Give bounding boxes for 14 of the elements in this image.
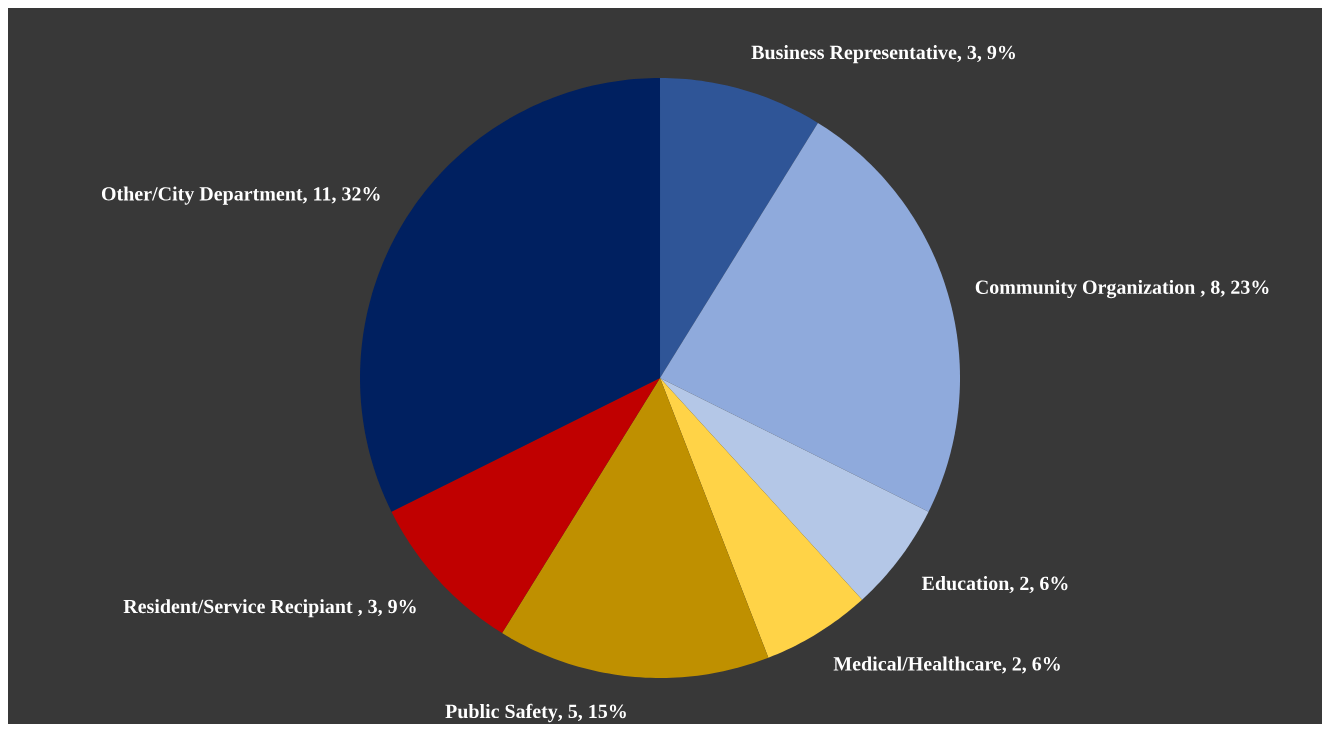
data-label: , 3, 9%	[957, 45, 1015, 63]
data-label: , 5, 15%	[558, 704, 626, 721]
data-label: , 2, 6%	[1009, 576, 1068, 594]
data-label: , 2, 6%	[1002, 657, 1060, 674]
slice-label: Resident/Service Recipiant	[123, 599, 353, 618]
slice-label: Public Safety	[445, 703, 558, 723]
data-label: , 11, 32%	[302, 187, 380, 204]
slice-label: Business Representative	[751, 45, 957, 64]
slice-label: Other/City Department	[101, 186, 303, 205]
data-label: , 8, 23%	[1200, 280, 1269, 297]
slice-label: Education	[921, 576, 1010, 591]
slice-label: Community Organization	[975, 279, 1196, 299]
slice-label: Medical/Healthcare	[833, 656, 1002, 671]
data-label: , 3, 9%	[357, 599, 416, 617]
